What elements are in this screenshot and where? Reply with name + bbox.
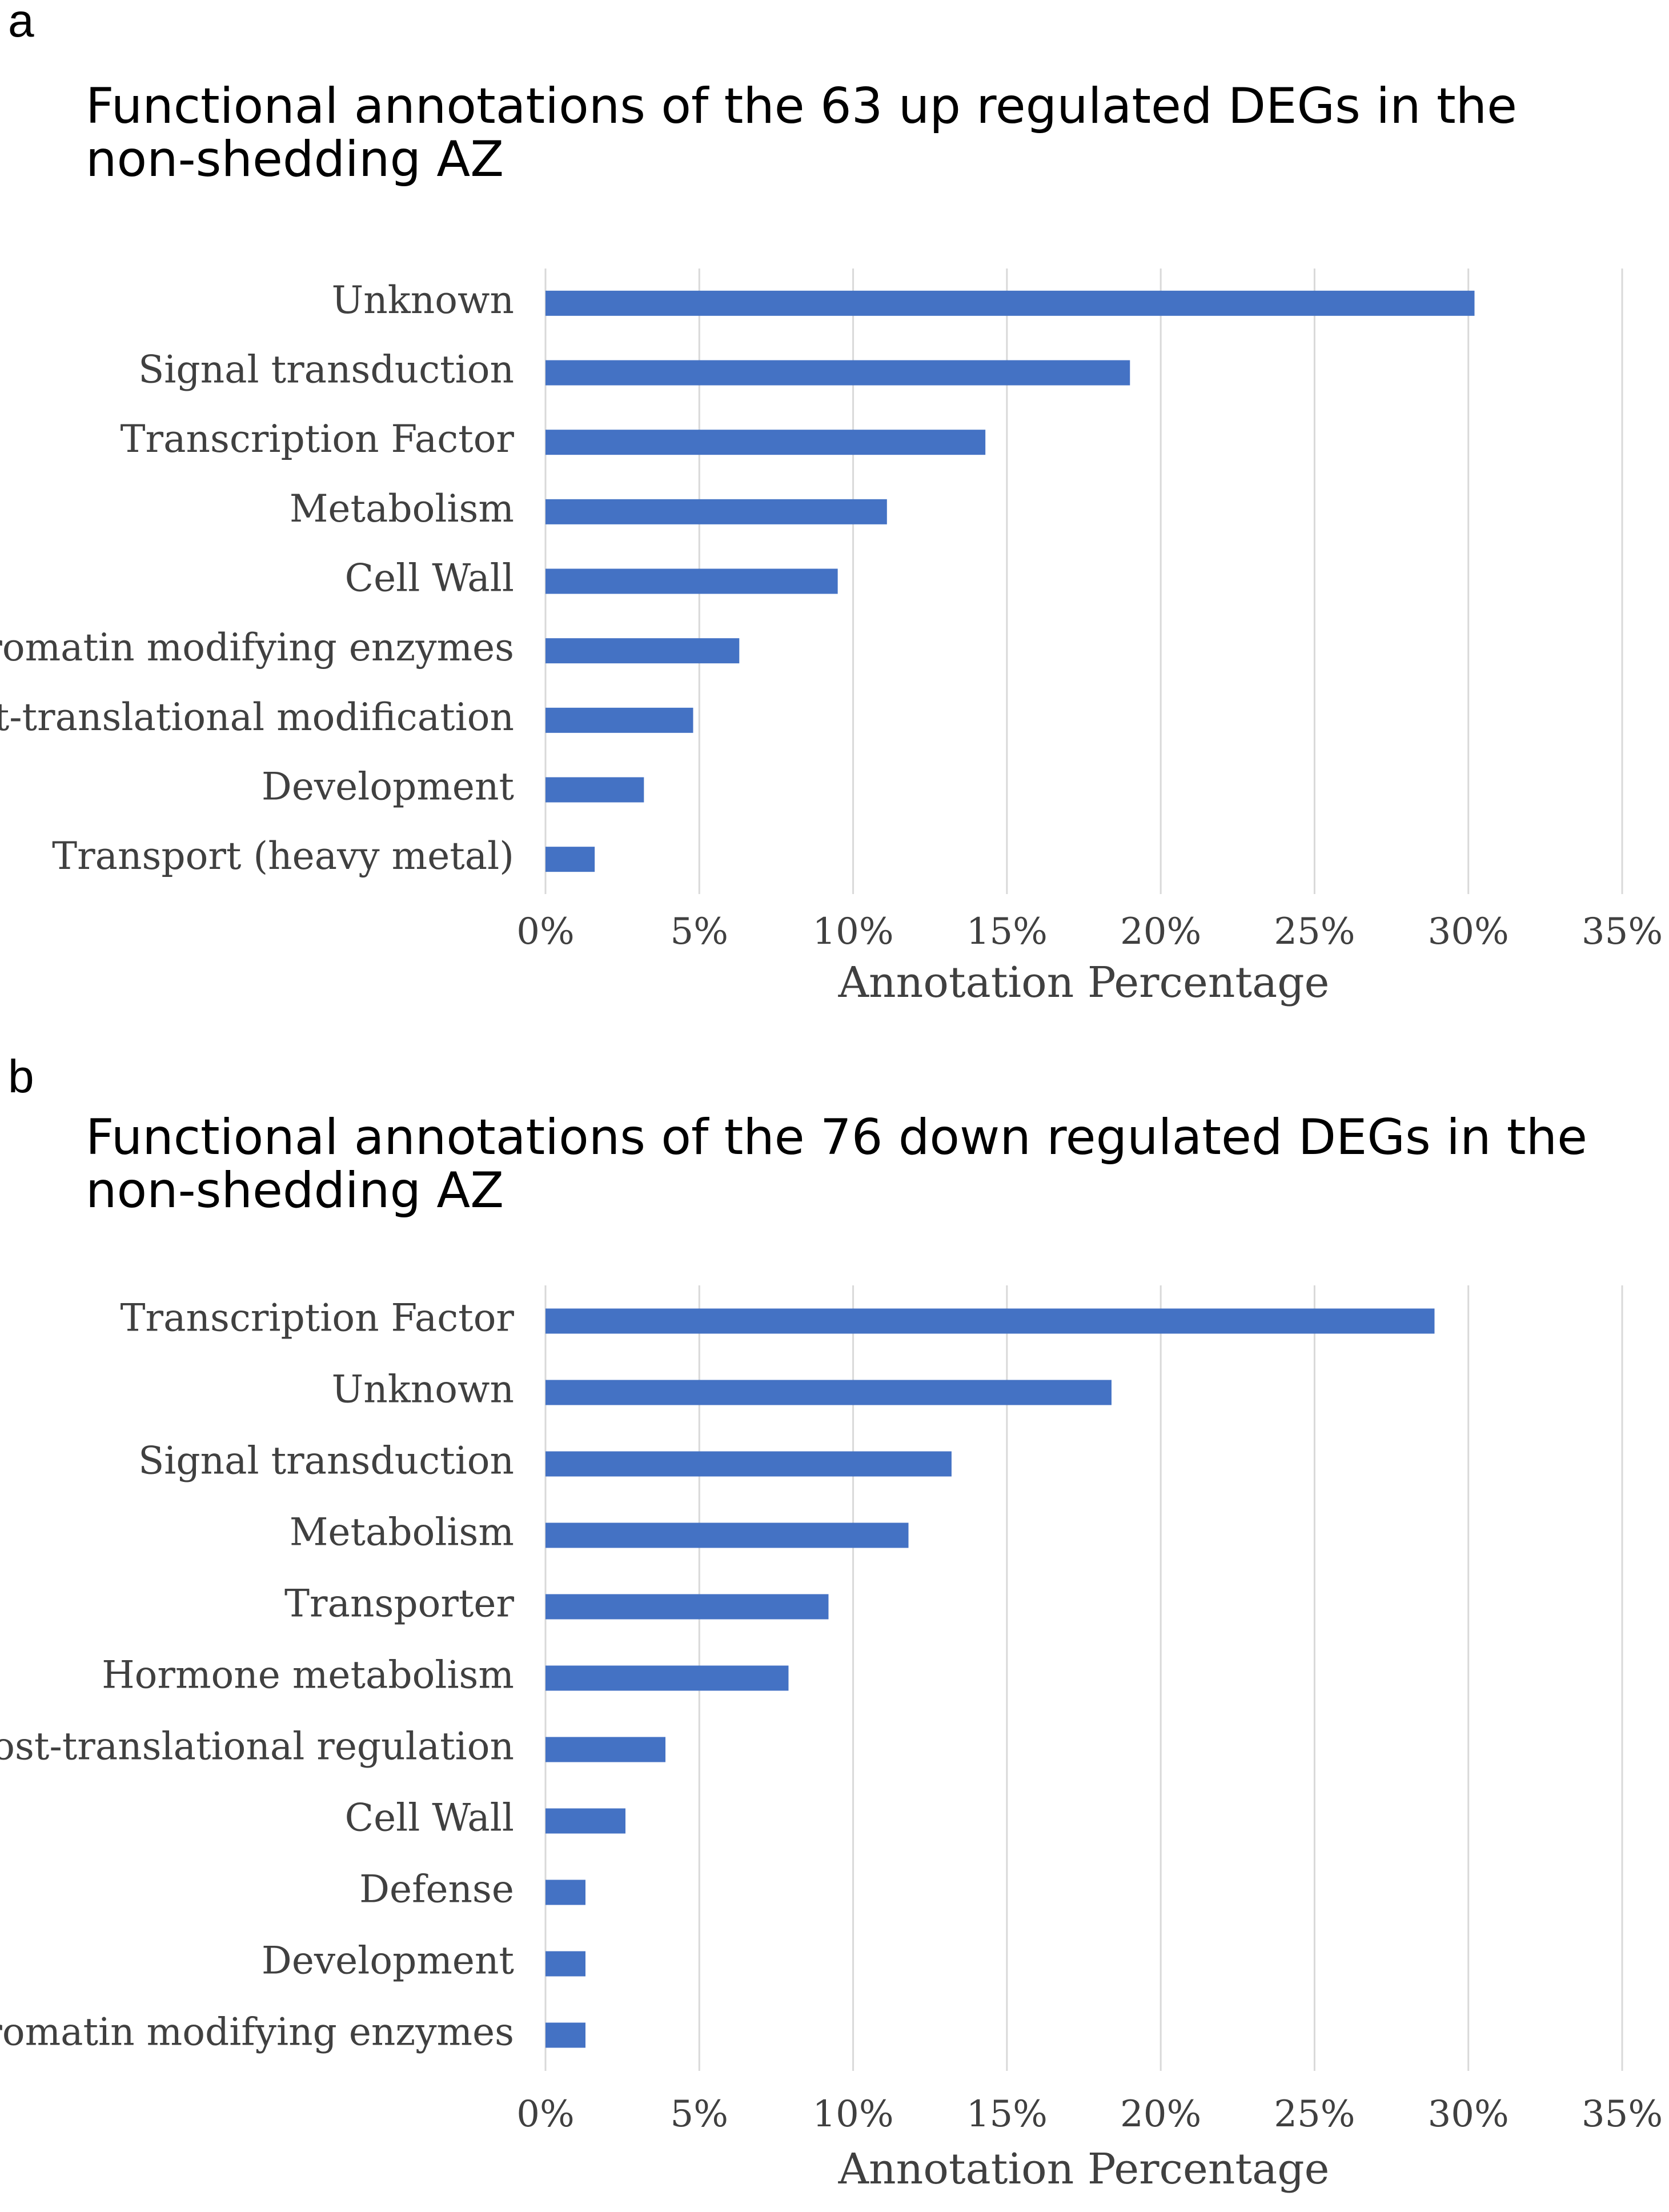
x-tick-label-a-4: 20% <box>1120 911 1201 953</box>
bar-a-6 <box>545 707 693 733</box>
x-tick-label-a-0: 0% <box>516 911 575 953</box>
panel-a-letter: a <box>8 0 34 47</box>
category-label-a-1: Signal transduction <box>138 348 514 392</box>
category-label-b-7: Cell Wall <box>345 1796 514 1840</box>
x-tick-label-b-0: 0% <box>516 2093 575 2135</box>
bar-b-9 <box>545 1951 586 1977</box>
category-label-a-8: Transport (heavy metal) <box>52 834 514 878</box>
category-label-a-5: Chromatin modifying enzymes <box>0 626 514 670</box>
bar-a-2 <box>545 430 986 455</box>
bar-b-2 <box>545 1451 952 1477</box>
bar-a-8 <box>545 847 595 872</box>
x-tick-label-a-7: 35% <box>1582 911 1663 953</box>
category-label-a-2: Transcription Factor <box>121 417 515 461</box>
bar-b-4 <box>545 1594 829 1620</box>
x-tick-label-b-1: 5% <box>671 2093 729 2135</box>
category-label-b-8: Defense <box>359 1868 514 1912</box>
bar-b-5 <box>545 1665 789 1691</box>
panel-b-title: Functional annotations of the 76 down re… <box>86 1109 1588 1219</box>
category-label-b-0: Transcription Factor <box>121 1296 515 1340</box>
bar-a-4 <box>545 568 838 594</box>
bar-a-5 <box>545 638 740 664</box>
category-label-b-2: Signal transduction <box>138 1439 514 1483</box>
category-label-a-0: Unknown <box>332 278 514 322</box>
bar-b-8 <box>545 1880 586 1905</box>
x-tick-label-a-2: 10% <box>812 911 893 953</box>
bar-a-3 <box>545 499 887 524</box>
category-label-b-3: Metabolism <box>290 1510 514 1554</box>
panel-b: b Functional annotations of the 76 down … <box>0 1045 1669 2212</box>
panel-a: a Functional annotations of the 63 up re… <box>0 0 1669 1045</box>
panel-a-title: Functional annotations of the 63 up regu… <box>86 78 1518 188</box>
x-tick-label-b-4: 20% <box>1120 2093 1201 2135</box>
bar-b-0 <box>545 1308 1435 1334</box>
category-label-a-6: Post-translational modification <box>0 695 514 739</box>
category-label-a-3: Metabolism <box>290 487 514 531</box>
x-tick-label-b-7: 35% <box>1582 2093 1663 2135</box>
category-label-a-7: Development <box>262 765 514 809</box>
x-tick-label-a-1: 5% <box>671 911 729 953</box>
panel-a-chart: Unknown Signal transduction Transcription … <box>0 269 1663 1007</box>
bar-b-10 <box>545 2022 586 2048</box>
bar-b-3 <box>545 1522 909 1548</box>
category-label-b-5: Hormone metabolism <box>102 1653 514 1697</box>
x-tick-label-a-6: 30% <box>1428 911 1509 953</box>
x-tick-label-b-3: 15% <box>966 2093 1048 2135</box>
x-tick-label-b-2: 10% <box>812 2093 893 2135</box>
x-tick-label-a-3: 15% <box>966 911 1048 953</box>
category-label-a-4: Cell Wall <box>345 556 514 600</box>
category-label-b-10: Chromatin modifying enzymes <box>0 2010 514 2054</box>
category-label-b-9: Development <box>262 1939 514 1983</box>
category-label-b-1: Unknown <box>332 1368 514 1412</box>
x-tick-label-b-6: 30% <box>1428 2093 1509 2135</box>
bar-a-0 <box>545 290 1475 316</box>
category-label-b-6: Post-translational regulation <box>0 1725 514 1769</box>
bar-b-7 <box>545 1808 626 1834</box>
bar-b-1 <box>545 1380 1112 1405</box>
panel-b-chart: Transcription Factor Unknown Signal transd… <box>0 1285 1663 2194</box>
x-axis-title-b: Annotation Percentage <box>838 2145 1330 2194</box>
x-axis-title-a: Annotation Percentage <box>838 958 1330 1007</box>
x-tick-label-a-5: 25% <box>1274 911 1355 953</box>
bar-a-7 <box>545 777 644 803</box>
bar-a-1 <box>545 360 1130 386</box>
panel-b-letter: b <box>8 1051 34 1103</box>
x-tick-label-b-5: 25% <box>1274 2093 1355 2135</box>
bar-b-6 <box>545 1737 666 1762</box>
category-label-b-4: Transporter <box>284 1582 514 1626</box>
